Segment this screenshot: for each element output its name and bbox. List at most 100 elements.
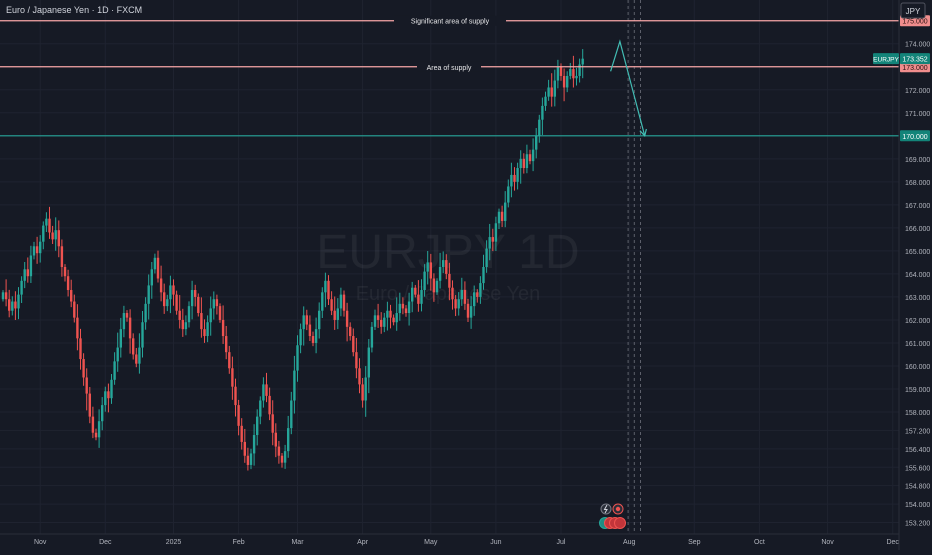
candle <box>457 292 460 316</box>
candle <box>17 287 20 320</box>
candle <box>246 447 250 471</box>
currency-button-label: JPY <box>906 7 921 16</box>
candle <box>262 377 265 408</box>
candle <box>308 315 312 342</box>
earnings-event-icon[interactable] <box>614 517 626 529</box>
candle <box>342 290 346 317</box>
candle <box>234 378 237 417</box>
candle <box>358 358 361 394</box>
flag-dot-icon <box>615 506 621 512</box>
level-label: Area of supply <box>427 65 472 72</box>
last-price-tag <box>900 53 930 65</box>
candle <box>392 314 395 326</box>
candle <box>547 79 550 101</box>
price-tick-label: 160.000 <box>905 364 930 371</box>
price-levels: Significant area of supply Area of supply <box>0 15 899 137</box>
candle <box>48 206 51 239</box>
candle <box>1 290 5 302</box>
candle <box>113 352 116 385</box>
candle <box>274 423 277 458</box>
candle <box>556 59 560 89</box>
candle <box>448 262 451 301</box>
candle <box>519 150 522 184</box>
candle <box>178 295 181 329</box>
candle <box>469 296 473 329</box>
candle <box>51 225 54 244</box>
price-tick-label: 161.000 <box>905 341 930 348</box>
candle <box>442 251 445 274</box>
candle <box>212 291 215 320</box>
candle <box>482 254 485 290</box>
price-tick-label: 171.000 <box>905 111 930 118</box>
price-tick-label: 156.400 <box>905 447 930 454</box>
candle <box>197 293 200 317</box>
candle <box>231 356 234 400</box>
candle <box>125 310 129 322</box>
candle <box>79 328 82 370</box>
candle <box>94 428 98 441</box>
currency-button[interactable]: JPY <box>900 2 926 19</box>
time-axis[interactable]: Nov Dec 2025 Feb Mar Apr May Jun Jul Aug Sep Oct Nov… <box>34 539 899 546</box>
candle <box>386 301 389 331</box>
candle <box>259 396 262 425</box>
candle <box>494 216 498 252</box>
candle <box>321 287 324 318</box>
price-tick-label: 167.000 <box>905 203 930 210</box>
price-tick-label: 165.000 <box>905 249 930 256</box>
candle <box>218 303 222 323</box>
candle <box>107 383 110 413</box>
candle <box>63 264 67 282</box>
candle <box>29 245 33 283</box>
candle <box>525 144 529 174</box>
watermark: EURJPY 1D Euro / Japanese Yen <box>316 226 579 305</box>
candle <box>299 323 302 354</box>
level-label-bg <box>417 61 481 72</box>
candle <box>166 294 169 312</box>
candle <box>194 284 197 307</box>
symbol-tag <box>873 53 899 65</box>
candle <box>187 301 191 328</box>
price-tick-label: 172.000 <box>905 88 930 95</box>
candle <box>45 212 48 232</box>
candle <box>500 205 504 228</box>
candle <box>435 278 439 295</box>
candle <box>383 312 386 333</box>
candle <box>206 315 209 343</box>
candle <box>97 409 101 448</box>
candle <box>265 372 268 403</box>
candle <box>389 304 392 329</box>
level-label-bg <box>394 15 506 26</box>
time-tick-label: Dec <box>886 539 899 546</box>
candle <box>293 355 296 414</box>
candle <box>463 281 467 310</box>
level-label: Significant area of supply <box>411 19 490 26</box>
candle <box>283 444 287 469</box>
candle <box>153 253 157 274</box>
time-tick-label: Mar <box>291 539 304 546</box>
candle <box>159 265 163 302</box>
candle <box>42 221 45 250</box>
candle <box>411 281 414 313</box>
candle <box>200 297 203 338</box>
candle <box>268 387 271 421</box>
candle <box>252 424 256 466</box>
candle <box>150 262 153 299</box>
watermark-symbol: EURJPY 1D <box>316 226 579 279</box>
projection-path[interactable] <box>610 39 646 136</box>
last-price-tag-label: 173.352 <box>902 57 927 64</box>
price-tick-label: 154.800 <box>905 484 930 491</box>
candle <box>225 325 228 360</box>
candle <box>54 217 57 251</box>
candle <box>380 312 383 334</box>
candle <box>156 250 160 283</box>
candle <box>172 279 175 306</box>
candle <box>314 317 318 354</box>
candle <box>398 292 401 321</box>
candle <box>144 297 147 330</box>
time-tick-label: Nov <box>821 539 834 546</box>
candle <box>209 296 212 336</box>
candle <box>240 418 243 450</box>
candle <box>401 297 405 315</box>
